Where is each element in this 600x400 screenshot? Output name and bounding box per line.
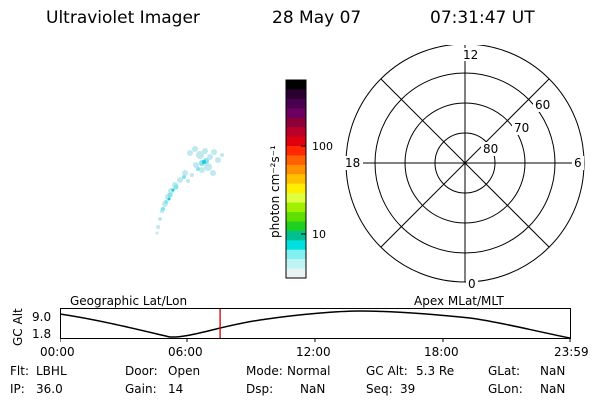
- colorbar-cell: [286, 183, 306, 194]
- gain-label: Gain:: [125, 382, 157, 396]
- glon-value: NaN: [540, 382, 566, 396]
- colorbar-cell: [286, 212, 306, 223]
- timeline-tick-label-0600: 06:00: [168, 345, 203, 359]
- colorbar-cell: [286, 259, 306, 270]
- timeline-y-high: 9.0: [32, 310, 52, 324]
- colorbar-cell: [286, 136, 306, 147]
- colorbar-tick-label-high: 100: [312, 140, 333, 153]
- gcalt-label: GC Alt:: [366, 364, 408, 378]
- timeline-axis-label-box: GC Alt: [11, 308, 25, 346]
- colorbar-cell: [286, 193, 306, 204]
- gain-value: 14: [168, 382, 184, 396]
- colorbar-cell: [286, 164, 306, 175]
- date-label: 28 May 07: [272, 8, 362, 28]
- timeline-tick-label-0000: 00:00: [40, 345, 75, 359]
- seq-label: Seq:: [366, 382, 393, 396]
- colorbar-cell: [286, 202, 306, 213]
- auroral-image: [155, 146, 224, 235]
- colorbar-cell: [286, 249, 306, 260]
- dsp-label: Dsp:: [246, 382, 274, 396]
- colorbar-cell: [286, 174, 306, 185]
- timeline-axis-label: GC Alt: [11, 308, 25, 346]
- timeline-plot: [60, 308, 571, 342]
- colorbar-tick-label-low: 10: [312, 228, 326, 241]
- dsp-value: NaN: [300, 382, 326, 396]
- glat-label: GLat:: [488, 364, 521, 378]
- glat-value: NaN: [540, 364, 566, 378]
- door-value: Open: [168, 364, 201, 378]
- colorbar-cell: [286, 89, 306, 100]
- polar-ring-label-60: 60: [535, 98, 550, 112]
- colorbar-cell: [286, 230, 306, 241]
- altitude-curve: [60, 310, 571, 339]
- glon-label: GLon:: [488, 382, 523, 396]
- timeline-y-low: 1.8: [32, 327, 52, 341]
- seq-value: 39: [400, 382, 416, 396]
- colorbar-cell: [286, 117, 306, 128]
- mode-value: Normal: [287, 364, 331, 378]
- colorbar-cell: [286, 80, 306, 91]
- flt-value: LBHL: [36, 364, 67, 378]
- colorbar-cell: [286, 155, 306, 166]
- polar-label-0: 0: [468, 277, 476, 291]
- instrument-title: Ultraviolet Imager: [46, 8, 200, 28]
- colorbar-unit-label: photon cm⁻²s⁻¹: [268, 145, 282, 238]
- timeline-right-title: Apex MLat/MLT: [414, 294, 504, 308]
- colorbar-frame: [285, 79, 307, 279]
- timeline-tick-label-1200: 12:00: [296, 345, 331, 359]
- colorbar: 100 10 photon cm⁻²s⁻¹: [268, 79, 333, 279]
- gcalt-value: 5.3 Re: [416, 364, 455, 378]
- door-label: Door:: [125, 364, 158, 378]
- polar-label-12: 12: [463, 48, 478, 62]
- colorbar-gradient: [286, 80, 306, 279]
- flt-label: Flt:: [10, 364, 29, 378]
- ip-label: IP:: [10, 382, 25, 396]
- polar-plot: 12 0 18 6 60 70 80: [343, 45, 585, 291]
- colorbar-cell: [286, 127, 306, 138]
- polar-ring-label-70: 70: [514, 121, 529, 135]
- polar-ring-label-80: 80: [483, 142, 498, 156]
- polar-diagonal-2: [380, 78, 550, 248]
- colorbar-cell: [286, 98, 306, 109]
- colorbar-cell: [286, 268, 306, 279]
- ip-value: 36.0: [36, 382, 63, 396]
- polar-label-6: 6: [574, 156, 582, 170]
- colorbar-cell: [286, 108, 306, 119]
- timeline-left-title: Geographic Lat/Lon: [70, 294, 188, 308]
- colorbar-cell: [286, 221, 306, 232]
- time-label: 07:31:47 UT: [430, 8, 535, 28]
- colorbar-cell: [286, 240, 306, 251]
- mode-label: Mode:: [246, 364, 283, 378]
- timeline-tick-label-2359: 23:59: [554, 345, 589, 359]
- colorbar-cell: [286, 146, 306, 157]
- timeline-tick-label-1800: 18:00: [424, 345, 459, 359]
- polar-label-18: 18: [345, 156, 360, 170]
